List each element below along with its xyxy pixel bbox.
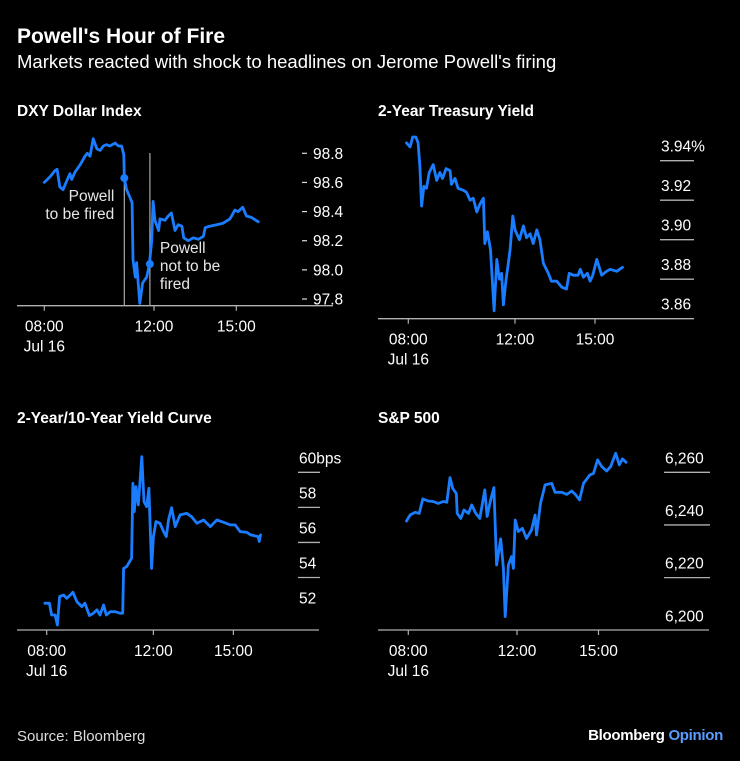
panel-title-2y-treasury: 2-Year Treasury Yield [378,103,534,120]
x-tick-label: 12:00 [498,643,537,660]
y-tick-label: 98.2 [313,233,343,250]
x-tick-label: 12:00 [496,332,535,349]
panel-2: 60bps 58 56 54 52 08:00 Jul 16 12:00 15:00 [17,450,341,680]
event-marker-dot [120,174,129,183]
panel-0: 98.8 98.6 98.4 98.2 98.0 97.8 08:00 Jul 16 12:00… [17,137,344,356]
x-tick-label: 15:00 [576,332,615,349]
y-tick-label: 54 [299,555,317,572]
x-tick-label: 12:00 [135,319,174,336]
brand-suffix: Opinion [668,727,723,744]
y-tick-label: 98.6 [313,175,343,192]
y-tick-label: 60bps [299,450,341,467]
y-tick-label: 6,200 [665,608,704,625]
y-tick-label: 3.92 [661,178,691,195]
event-annotation-label: Powell [69,188,115,205]
x-tick-label: 08:00 [389,332,428,349]
x-date-label: Jul 16 [388,352,429,369]
x-tick-label: 08:00 [25,319,64,336]
chart-title: Powell's Hour of Fire [17,25,226,48]
series-line [43,455,262,627]
brand-name: Bloomberg [588,727,665,744]
panel-title-yield-curve: 2-Year/10-Year Yield Curve [17,410,212,427]
chart-subtitle: Markets reacted with shock to headlines … [17,51,557,72]
x-date-label: Jul 16 [26,663,67,680]
source-note: Source: Bloomberg [17,728,146,745]
series-line [405,135,624,313]
y-tick-label: 98.8 [313,146,343,163]
x-tick-label: 15:00 [214,643,253,660]
y-tick-label: 98.0 [313,262,344,279]
panel-1: 3.94% 3.92 3.90 3.88 3.86 08:00 Jul 16 12:00 15:… [378,135,705,369]
event-marker-dot [145,260,154,269]
y-tick-label: 3.90 [661,218,692,235]
x-tick-label: 15:00 [579,643,618,660]
brand-logo: Bloomberg Opinion [588,727,723,744]
y-tick-label: 56 [299,520,316,537]
event-annotation-label: to be fired [45,206,114,223]
x-tick-label: 12:00 [134,643,173,660]
y-tick-label: 3.94% [661,139,705,156]
y-tick-label: 6,240 [665,503,704,520]
x-tick-label: 08:00 [27,643,66,660]
y-tick-label: 58 [299,485,316,502]
panel-3: 6,260 6,240 6,220 6,200 08:00 Jul 16 12:00 15:0… [378,450,710,680]
x-tick-label: 15:00 [217,319,256,336]
y-tick-label: 3.88 [661,257,691,274]
series-line [42,137,260,305]
event-annotation-label: Powell [160,240,206,257]
event-annotation-label: not to be [160,258,220,275]
x-date-label: Jul 16 [24,339,65,356]
y-tick-label: 52 [299,591,316,608]
event-annotation-label: fired [160,276,190,293]
series-line [405,451,628,618]
y-tick-label: 98.4 [313,204,344,221]
y-tick-label: 3.86 [661,297,691,314]
panel-title-dxy: DXY Dollar Index [17,103,142,120]
y-tick-label: 6,260 [665,450,704,467]
y-tick-label: 6,220 [665,556,704,573]
x-date-label: Jul 16 [388,663,429,680]
y-tick-label: 97.8 [313,292,343,309]
panel-title-sp500: S&P 500 [378,410,440,427]
x-tick-label: 08:00 [389,643,428,660]
